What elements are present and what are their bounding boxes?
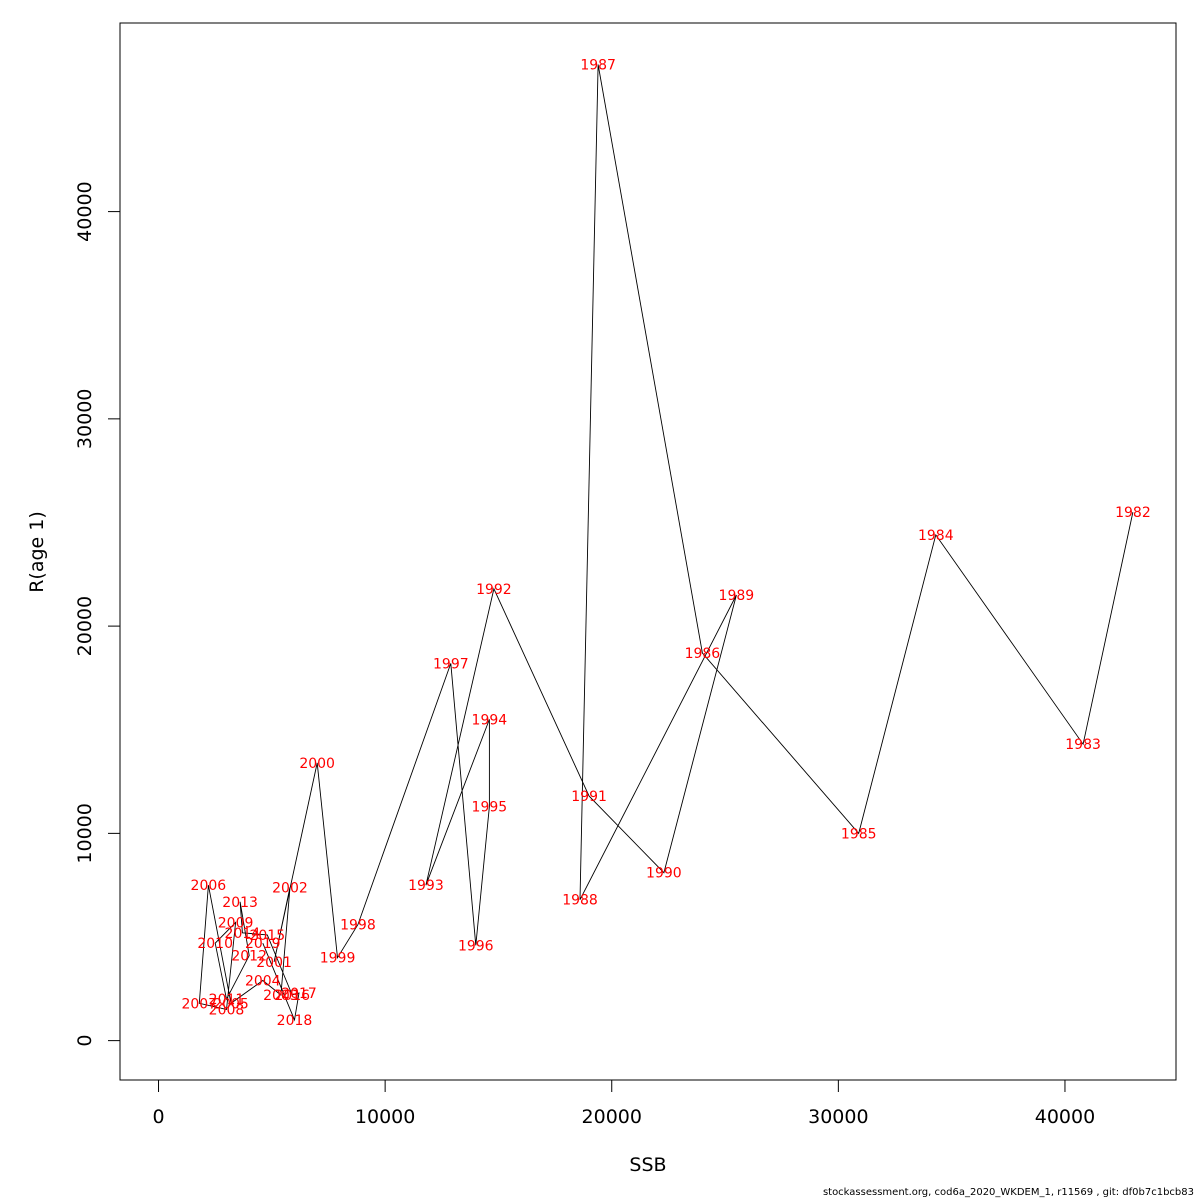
- point-label-2011: 2011: [209, 992, 245, 1008]
- plot-frame: [119, 22, 1177, 1081]
- point-label-2007: 2007: [181, 996, 217, 1012]
- point-label-1994: 1994: [472, 712, 508, 728]
- point-label-2014: 2014: [225, 926, 261, 942]
- point-label-1982: 1982: [1115, 505, 1151, 521]
- x-tick-label: 40000: [1035, 1106, 1095, 1128]
- point-label-1991: 1991: [571, 789, 607, 805]
- x-tick-label: 10000: [355, 1106, 415, 1128]
- point-label-1984: 1984: [918, 528, 954, 544]
- recruitment-series: [198, 64, 1134, 1022]
- y-tick-label: 20000: [74, 596, 96, 656]
- point-label-2016: 2016: [274, 988, 310, 1004]
- point-label-1986: 1986: [685, 646, 721, 662]
- point-label-1995: 1995: [472, 799, 508, 815]
- x-tick-label: 30000: [808, 1106, 868, 1128]
- point-label-2009: 2009: [218, 915, 254, 931]
- point-label-1990: 1990: [646, 866, 682, 882]
- point-label-1989: 1989: [719, 588, 755, 604]
- y-axis: 0 10000 20000 30000 40000: [74, 181, 121, 1047]
- point-label-1998: 1998: [340, 918, 376, 934]
- series-line: [198, 64, 1134, 1022]
- point-label-1999: 1999: [320, 951, 356, 967]
- year-labels: 1982 1983 1984 1985 1986 1987 1988 1989 1990 1991…: [181, 57, 1150, 1028]
- y-axis-title: R(age 1): [26, 511, 48, 593]
- point-label-2017: 2017: [281, 986, 317, 1002]
- point-label-1985: 1985: [841, 826, 877, 842]
- y-tick-label: 10000: [74, 803, 96, 863]
- point-label-1992: 1992: [476, 582, 512, 598]
- point-label-1993: 1993: [408, 878, 444, 894]
- point-label-2018: 2018: [277, 1013, 313, 1029]
- footer-credit: stockassessment.org, cod6a_2020_WKDEM_1,…: [822, 1187, 1194, 1198]
- point-label-2006: 2006: [191, 878, 227, 894]
- point-label-2012: 2012: [231, 949, 267, 965]
- point-label-2002: 2002: [272, 880, 308, 896]
- point-label-2004: 2004: [245, 974, 281, 990]
- point-label-2013: 2013: [222, 895, 258, 911]
- x-axis-title: SSB: [629, 1154, 666, 1176]
- point-label-2015: 2015: [249, 928, 285, 944]
- y-tick-label: 0: [74, 1035, 96, 1047]
- point-label-2019: 2019: [245, 936, 281, 952]
- point-label-2005: 2005: [213, 996, 249, 1012]
- y-tick-label: 40000: [74, 181, 96, 241]
- x-axis: 0 10000 20000 30000 40000: [152, 1079, 1095, 1128]
- point-label-2010: 2010: [197, 936, 233, 952]
- point-label-1996: 1996: [458, 938, 494, 954]
- x-tick-label: 20000: [582, 1106, 642, 1128]
- point-label-1987: 1987: [580, 57, 616, 73]
- point-label-2003: 2003: [263, 988, 299, 1004]
- x-tick-label: 0: [152, 1106, 164, 1128]
- point-label-2000: 2000: [299, 756, 335, 772]
- point-label-1983: 1983: [1065, 737, 1101, 753]
- point-label-1997: 1997: [433, 656, 469, 672]
- point-label-2008: 2008: [209, 1003, 245, 1019]
- y-tick-label: 30000: [74, 389, 96, 449]
- point-label-2001: 2001: [256, 955, 292, 971]
- point-label-1988: 1988: [562, 893, 598, 909]
